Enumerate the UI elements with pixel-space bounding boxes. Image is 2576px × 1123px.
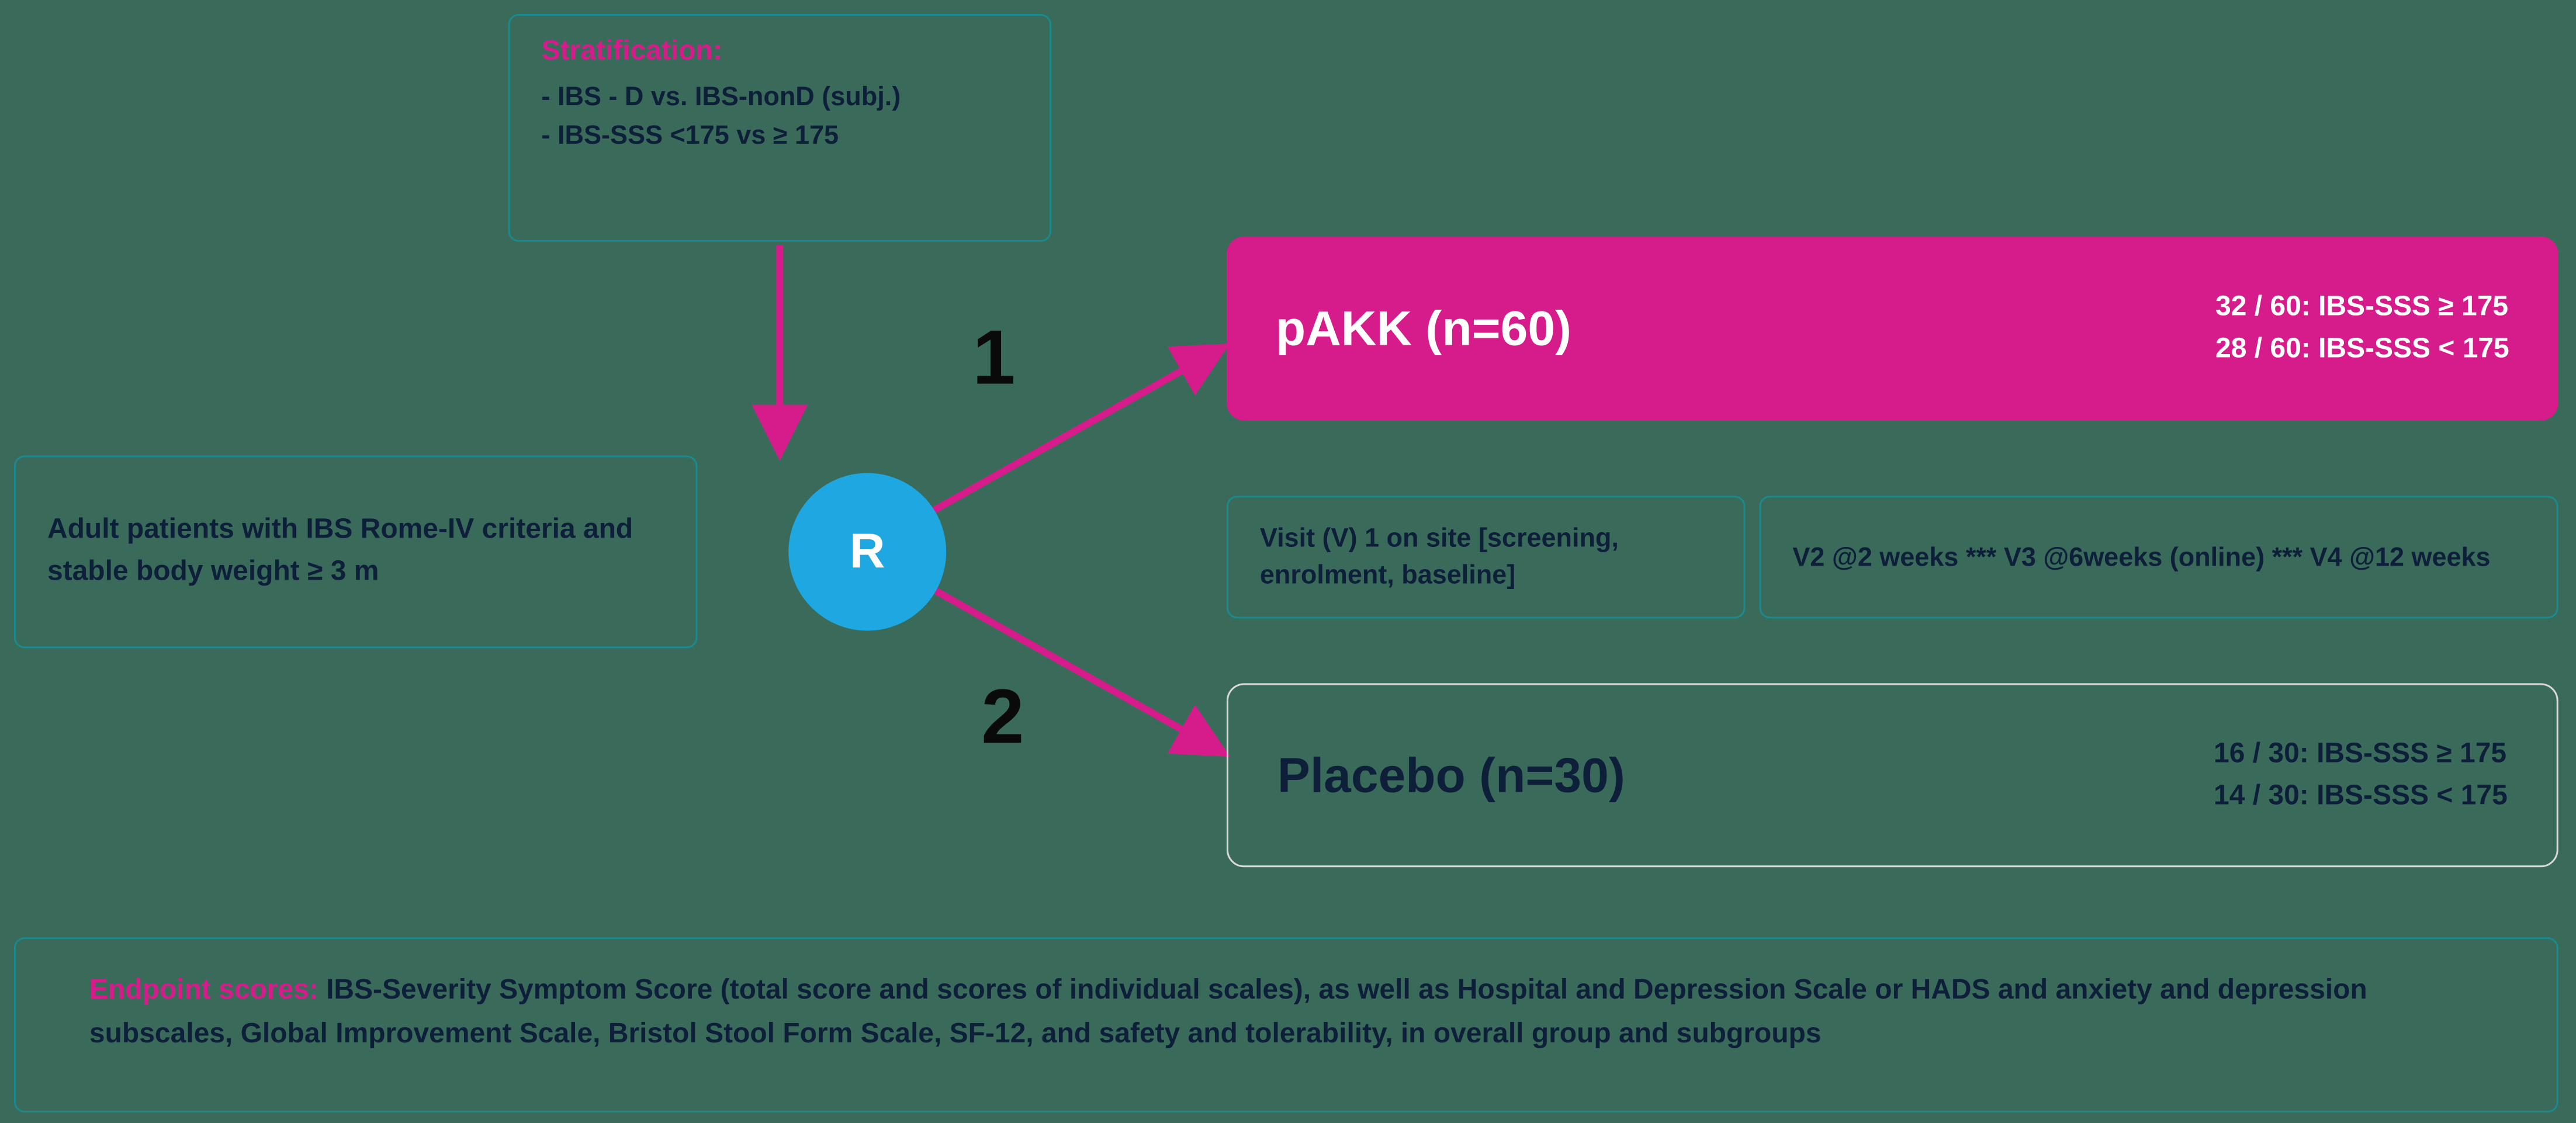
pakk-title: pAKK (n=60) bbox=[1276, 300, 1571, 356]
visit-1-text: Visit (V) 1 on site [screening, enrolmen… bbox=[1260, 521, 1712, 594]
randomization-label: R bbox=[850, 524, 885, 580]
pakk-stats-line-1: 32 / 60: IBS-SSS ≥ 175 bbox=[2215, 286, 2509, 328]
visit-1-box: Visit (V) 1 on site [screening, enrolmen… bbox=[1227, 496, 1746, 619]
pakk-arm-box: pAKK (n=60) 32 / 60: IBS-SSS ≥ 175 28 / … bbox=[1227, 237, 2558, 421]
placebo-title: Placebo (n=30) bbox=[1277, 747, 1625, 803]
arrow-r-to-placebo bbox=[929, 587, 1218, 750]
patients-text: Adult patients with IBS Rome-IV criteria… bbox=[47, 510, 664, 594]
endpoint-paragraph: Endpoint scores: IBS-Severity Symptom Sc… bbox=[89, 971, 2483, 1058]
endpoint-label: Endpoint scores: bbox=[89, 976, 326, 1006]
placebo-arm-box: Placebo (n=30) 16 / 30: IBS-SSS ≥ 175 14… bbox=[1227, 683, 2558, 867]
pakk-stats: 32 / 60: IBS-SSS ≥ 175 28 / 60: IBS-SSS … bbox=[2215, 286, 2509, 370]
stratification-title: Stratification: bbox=[542, 37, 1019, 68]
stratification-box: Stratification: - IBS - D vs. IBS-nonD (… bbox=[508, 14, 1052, 242]
visit-2-4-text: V2 @2 weeks *** V3 @6weeks (online) *** … bbox=[1792, 539, 2490, 576]
visit-2-4-box: V2 @2 weeks *** V3 @6weeks (online) *** … bbox=[1759, 496, 2558, 619]
stratification-line-1: - IBS - D vs. IBS-nonD (subj.) bbox=[542, 79, 1019, 117]
stratification-line-2: - IBS-SSS <175 vs ≥ 175 bbox=[542, 117, 1019, 155]
randomization-node: R bbox=[788, 473, 946, 631]
placebo-stats-line-1: 16 / 30: IBS-SSS ≥ 175 bbox=[2214, 733, 2508, 775]
pakk-stats-line-2: 28 / 60: IBS-SSS < 175 bbox=[2215, 328, 2509, 370]
patients-box: Adult patients with IBS Rome-IV criteria… bbox=[14, 456, 697, 649]
ratio-top: 1 bbox=[972, 316, 1015, 403]
diagram-canvas: Stratification: - IBS - D vs. IBS-nonD (… bbox=[0, 0, 2576, 1123]
endpoint-body: IBS-Severity Symptom Score (total score … bbox=[89, 976, 2367, 1049]
placebo-stats-line-2: 14 / 30: IBS-SSS < 175 bbox=[2214, 775, 2508, 817]
ratio-bottom: 2 bbox=[981, 674, 1024, 762]
placebo-stats: 16 / 30: IBS-SSS ≥ 175 14 / 30: IBS-SSS … bbox=[2214, 733, 2508, 817]
endpoint-box: Endpoint scores: IBS-Severity Symptom Sc… bbox=[14, 937, 2558, 1112]
